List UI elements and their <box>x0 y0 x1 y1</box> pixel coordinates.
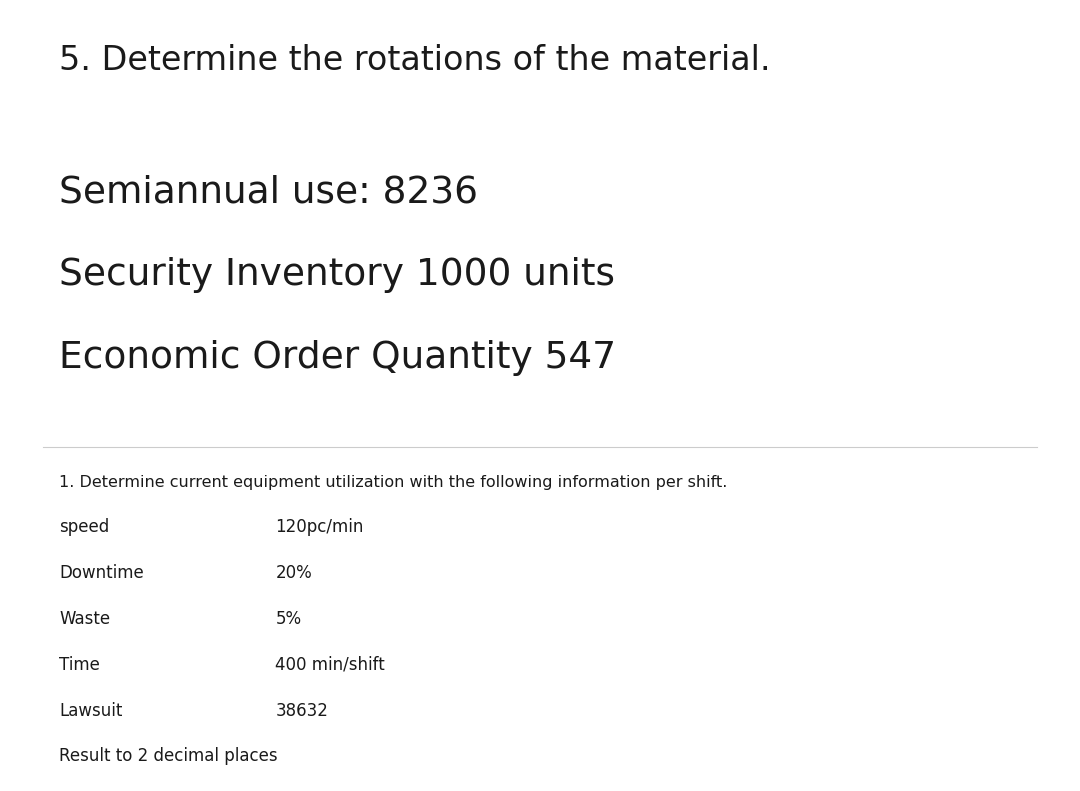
Text: Time: Time <box>59 656 100 674</box>
Text: 20%: 20% <box>275 564 312 582</box>
Text: Downtime: Downtime <box>59 564 144 582</box>
Text: 38632: 38632 <box>275 702 328 720</box>
Text: Security Inventory 1000 units: Security Inventory 1000 units <box>59 257 616 293</box>
Text: Lawsuit: Lawsuit <box>59 702 123 720</box>
Text: Semiannual use: 8236: Semiannual use: 8236 <box>59 174 478 210</box>
Text: speed: speed <box>59 518 110 536</box>
Text: Waste: Waste <box>59 610 110 628</box>
Text: 5%: 5% <box>275 610 301 628</box>
Text: 400 min/shift: 400 min/shift <box>275 656 386 674</box>
Text: 5. Determine the rotations of the material.: 5. Determine the rotations of the materi… <box>59 44 771 77</box>
Text: 1. Determine current equipment utilization with the following information per sh: 1. Determine current equipment utilizati… <box>59 475 728 490</box>
Text: Result to 2 decimal places: Result to 2 decimal places <box>59 747 278 766</box>
Text: 120pc/min: 120pc/min <box>275 518 364 536</box>
Text: Economic Order Quantity 547: Economic Order Quantity 547 <box>59 340 617 377</box>
